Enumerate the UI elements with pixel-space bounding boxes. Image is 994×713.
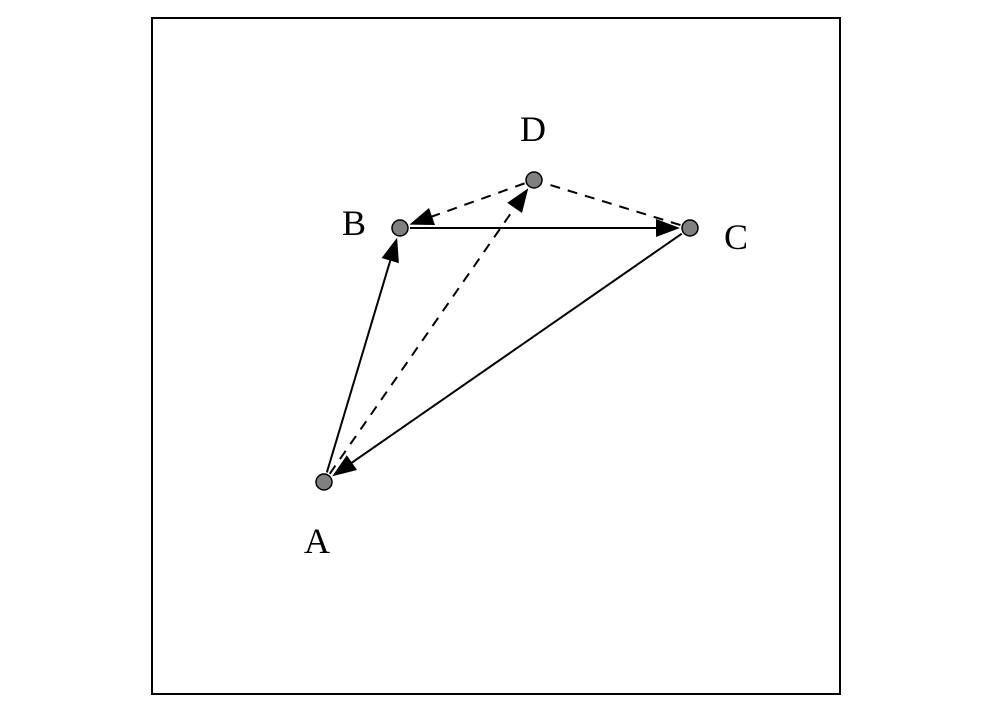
node-label-d: D <box>520 108 546 150</box>
edge-line <box>427 183 524 218</box>
edge-line <box>348 234 682 466</box>
edge-line <box>544 183 681 225</box>
node-a <box>316 474 332 490</box>
frame-rect <box>152 18 840 694</box>
node-label-b: B <box>342 202 366 244</box>
edge-line <box>327 256 392 472</box>
arrowhead <box>507 188 528 213</box>
arrowhead <box>656 219 680 237</box>
node-b <box>392 220 408 236</box>
node-label-a: A <box>304 520 330 562</box>
node-c <box>682 220 698 236</box>
arrowhead <box>409 208 435 225</box>
node-label-c: C <box>724 216 748 258</box>
arrowhead <box>382 238 399 264</box>
diagram-svg <box>0 0 994 708</box>
node-d <box>526 172 542 188</box>
diagram-stage: A B C D <box>0 0 994 708</box>
arrowhead <box>332 455 357 476</box>
edge-line <box>330 204 518 474</box>
